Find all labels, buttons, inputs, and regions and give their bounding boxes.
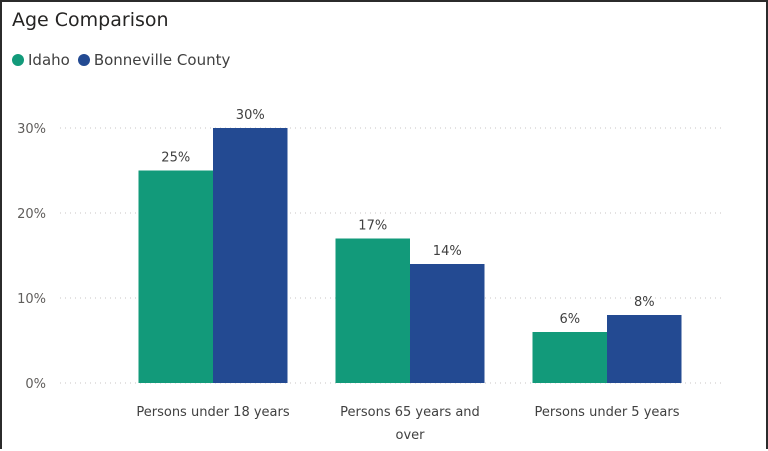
x-category-label: Persons 65 years and — [340, 405, 480, 420]
x-category-label: Persons under 5 years — [535, 405, 680, 420]
bar-idaho[interactable] — [532, 332, 608, 383]
data-label: 8% — [634, 295, 655, 310]
data-label: 25% — [161, 151, 190, 166]
y-tick-label: 10% — [17, 292, 46, 307]
chart-title: Age Comparison — [12, 9, 169, 31]
y-tick-label: 30% — [17, 122, 46, 137]
bar-bonneville-county[interactable] — [213, 128, 288, 383]
data-label: 30% — [236, 108, 265, 123]
legend-item-bonneville-county[interactable]: Bonneville County — [77, 51, 231, 69]
data-label: 6% — [559, 312, 580, 327]
legend-label-idaho: Idaho — [28, 51, 70, 69]
legend-marker-bonneville-county — [77, 54, 90, 66]
data-label: 17% — [358, 219, 387, 234]
x-category-label: over — [396, 428, 426, 443]
legend-label-bonneville-county: Bonneville County — [93, 51, 231, 69]
bar-idaho[interactable] — [335, 238, 411, 384]
legend-item-idaho[interactable]: Idaho — [12, 51, 70, 69]
legend-marker-idaho — [12, 54, 24, 66]
y-tick-label: 0% — [25, 377, 46, 392]
x-category-label: Persons under 18 years — [136, 405, 289, 420]
bar-bonneville-county[interactable] — [410, 264, 485, 383]
y-tick-label: 20% — [17, 207, 46, 222]
bar-idaho[interactable] — [138, 170, 214, 384]
data-label: 14% — [433, 244, 462, 259]
bar-bonneville-county[interactable] — [607, 315, 682, 383]
legend: Idaho Bonneville County — [12, 51, 238, 69]
